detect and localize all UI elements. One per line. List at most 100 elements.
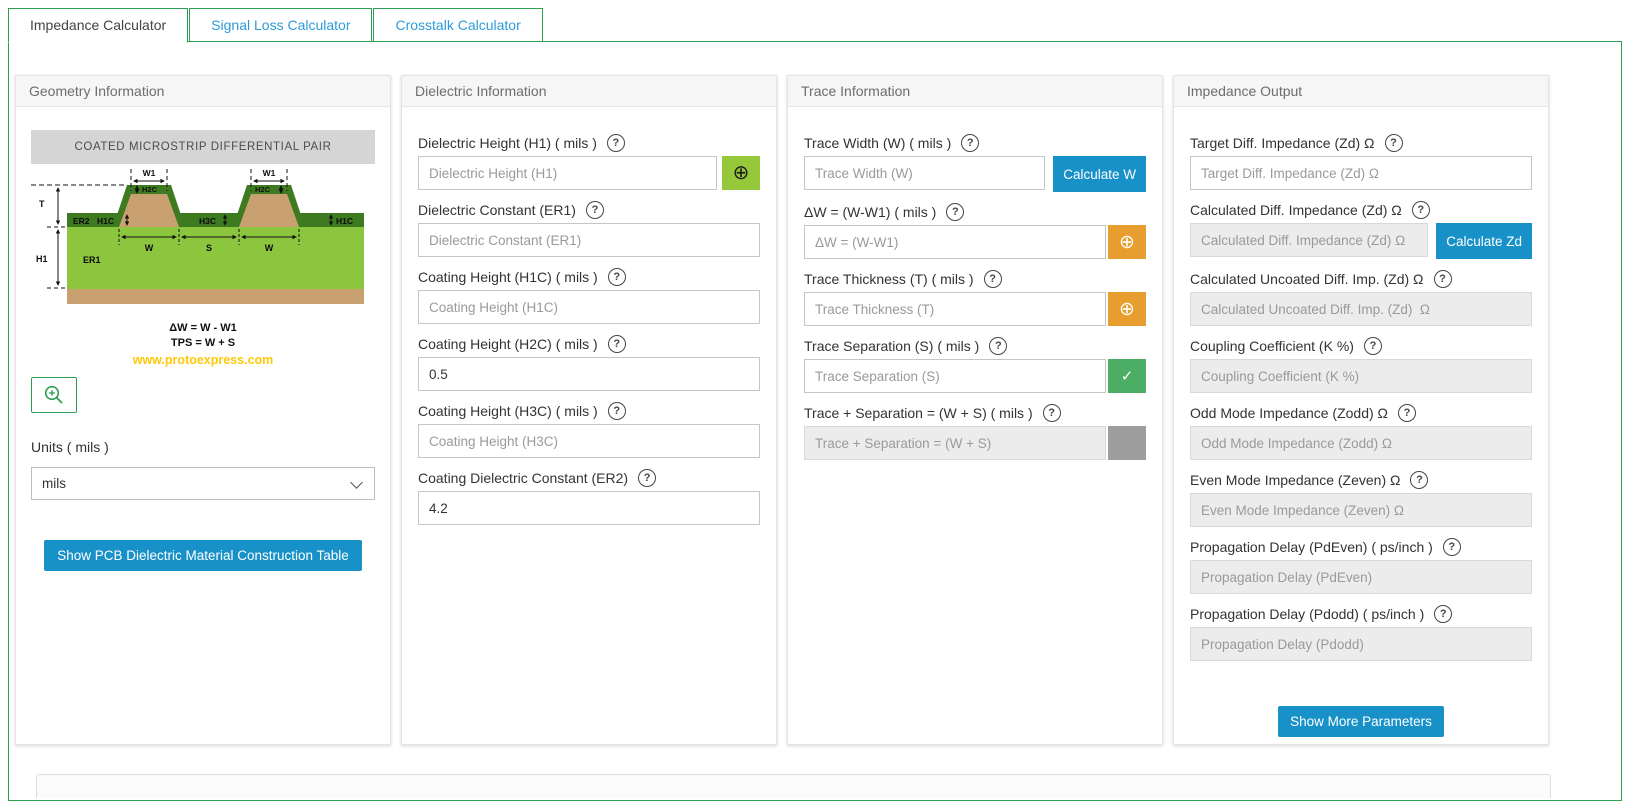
panel-header: Impedance Output [1174, 76, 1548, 107]
panel-title: Dielectric Information [415, 83, 547, 99]
field-trace-width-w: Trace Width (W) ( mils )? Calculate W [804, 133, 1146, 192]
trace-width-w-input[interactable] [804, 156, 1046, 190]
field-coating-dielectric-constant-er2: Coating Dielectric Constant (ER2)? [418, 468, 760, 525]
field-trace-thickness-t: Trace Thickness (T) ( mils )? ⊕ [804, 269, 1146, 326]
add-plus-icon[interactable]: ⊕ [1108, 292, 1146, 326]
help-icon[interactable]: ? [1434, 604, 1453, 623]
calculated-uncoated-diff-imp-input[interactable] [1190, 292, 1532, 326]
svg-text:ER2: ER2 [73, 216, 90, 226]
trace-thickness-t-input[interactable] [804, 292, 1106, 326]
field-delta-w: ΔW = (W-W1) ( mils )? ⊕ [804, 202, 1146, 259]
odd-mode-impedance-label: Odd Mode Impedance (Zodd) Ω [1190, 404, 1389, 421]
help-icon[interactable]: ? [607, 267, 626, 286]
coating-height-h1c-label: Coating Height (H1C) ( mils ) [418, 268, 598, 285]
panel-header: Geometry Information [16, 76, 390, 107]
formula-tps: TPS = W + S [170, 337, 236, 349]
units-select[interactable]: mils [31, 467, 375, 500]
coating-dielectric-constant-er2-input[interactable] [418, 491, 760, 525]
help-icon[interactable]: ? [1442, 537, 1461, 556]
dielectric-height-h1-input[interactable] [418, 156, 717, 190]
show-more-parameters-button[interactable]: Show More Parameters [1278, 706, 1444, 737]
coupling-coefficient-label: Coupling Coefficient (K %) [1190, 337, 1354, 354]
svg-text:H1C: H1C [336, 216, 353, 226]
coating-height-h1c-input[interactable] [418, 290, 760, 324]
add-plus-icon[interactable]: ⊕ [722, 156, 760, 190]
field-calculated-uncoated-diff-imp: Calculated Uncoated Diff. Imp. (Zd) Ω? [1190, 269, 1532, 326]
help-icon[interactable]: ? [638, 468, 657, 487]
propagation-delay-pdeven-label: Propagation Delay (PdEven) ( ps/inch ) [1190, 538, 1433, 555]
panel-header: Dielectric Information [402, 76, 776, 107]
odd-mode-impedance-input[interactable] [1190, 426, 1532, 460]
panel-title: Impedance Output [1187, 83, 1303, 99]
trace-separation-s-input[interactable] [804, 359, 1106, 393]
zoom-in-button[interactable] [31, 377, 77, 413]
calculate-w-button[interactable]: Calculate W [1053, 156, 1146, 192]
delta-w-input[interactable] [804, 225, 1106, 259]
trace-width-w-label: Trace Width (W) ( mils ) [804, 134, 952, 151]
even-mode-impedance-input[interactable] [1190, 493, 1532, 527]
field-coating-height-h2c: Coating Height (H2C) ( mils )? [418, 334, 760, 391]
coating-height-h2c-input[interactable] [418, 357, 760, 391]
even-mode-impedance-label: Even Mode Impedance (Zeven) Ω [1190, 471, 1401, 488]
propagation-delay-pdeven-input[interactable] [1190, 560, 1532, 594]
add-plus-icon[interactable]: ⊕ [1108, 225, 1146, 259]
tab-bar: Impedance Calculator Signal Loss Calcula… [8, 8, 544, 43]
help-icon[interactable]: ? [585, 200, 604, 219]
magnifier-plus-icon [44, 385, 63, 404]
trace-plus-separation-input[interactable] [804, 426, 1106, 460]
help-icon[interactable]: ? [1411, 200, 1430, 219]
help-icon[interactable]: ? [607, 401, 626, 420]
confirm-check-icon[interactable]: ✓ [1108, 359, 1146, 393]
coating-height-h3c-input[interactable] [418, 424, 760, 458]
coating-height-h2c-label: Coating Height (H2C) ( mils ) [418, 335, 598, 352]
help-icon[interactable]: ? [989, 336, 1008, 355]
propagation-delay-pdodd-input[interactable] [1190, 627, 1532, 661]
help-icon[interactable]: ? [606, 133, 625, 152]
help-icon[interactable]: ? [1398, 403, 1417, 422]
help-icon[interactable]: ? [983, 269, 1002, 288]
blank-button[interactable] [1108, 426, 1146, 460]
coating-dielectric-constant-er2-label: Coating Dielectric Constant (ER2) [418, 469, 629, 486]
dielectric-constant-er1-input[interactable] [418, 223, 760, 257]
trace-separation-s-label: Trace Separation (S) ( mils ) [804, 337, 980, 354]
svg-text:T: T [39, 199, 45, 209]
svg-text:W: W [145, 243, 154, 253]
field-trace-plus-separation: Trace + Separation = (W + S) ( mils )? [804, 403, 1146, 460]
help-icon[interactable]: ? [1433, 269, 1452, 288]
help-icon[interactable]: ? [1384, 133, 1403, 152]
help-icon[interactable]: ? [946, 202, 965, 221]
dielectric-height-h1-label: Dielectric Height (H1) ( mils ) [418, 134, 597, 151]
field-target-diff-impedance: Target Diff. Impedance (Zd) Ω? [1190, 133, 1532, 190]
field-calculated-diff-impedance: Calculated Diff. Impedance (Zd) Ω? Calcul… [1190, 200, 1532, 259]
target-diff-impedance-label: Target Diff. Impedance (Zd) Ω [1190, 134, 1375, 151]
field-even-mode-impedance: Even Mode Impedance (Zeven) Ω? [1190, 470, 1532, 527]
tab-signal-loss-calculator[interactable]: Signal Loss Calculator [189, 8, 373, 42]
help-icon[interactable]: ? [961, 133, 980, 152]
help-icon[interactable]: ? [1363, 336, 1382, 355]
show-pcb-dielectric-table-button[interactable]: Show PCB Dielectric Material Constructio… [44, 540, 362, 571]
field-dielectric-height-h1: Dielectric Height (H1) ( mils )? ⊕ [418, 133, 760, 190]
calculate-zd-button[interactable]: Calculate Zd [1436, 223, 1532, 259]
tab-impedance-calculator[interactable]: Impedance Calculator [8, 8, 189, 43]
field-coupling-coefficient: Coupling Coefficient (K %)? [1190, 336, 1532, 393]
field-coating-height-h1c: Coating Height (H1C) ( mils )? [418, 267, 760, 324]
calculated-diff-impedance-input[interactable] [1190, 223, 1429, 257]
propagation-delay-pdodd-label: Propagation Delay (Pdodd) ( ps/inch ) [1190, 605, 1425, 622]
help-icon[interactable]: ? [607, 334, 626, 353]
help-icon[interactable]: ? [1410, 470, 1429, 489]
panel-impedance-output: Impedance Output Target Diff. Impedance … [1173, 75, 1549, 745]
field-propagation-delay-pdodd: Propagation Delay (Pdodd) ( ps/inch )? [1190, 604, 1532, 661]
svg-text:H2C: H2C [142, 185, 158, 194]
help-icon[interactable]: ? [1042, 403, 1061, 422]
svg-text:H1C: H1C [97, 216, 114, 226]
coupling-coefficient-input[interactable] [1190, 359, 1532, 393]
diagram-formulas: ΔW = W - W1 TPS = W + S [31, 321, 375, 351]
trace-plus-separation-label: Trace + Separation = (W + S) ( mils ) [804, 404, 1033, 421]
tab-crosstalk-calculator[interactable]: Crosstalk Calculator [373, 8, 543, 42]
svg-text:H3C: H3C [199, 216, 216, 226]
panel-geometry-information: Geometry Information COATED MICROSTRIP D… [15, 75, 391, 745]
target-diff-impedance-input[interactable] [1190, 156, 1532, 190]
svg-text:H1: H1 [36, 254, 48, 264]
svg-text:ER1: ER1 [83, 255, 101, 265]
field-odd-mode-impedance: Odd Mode Impedance (Zodd) Ω? [1190, 403, 1532, 460]
